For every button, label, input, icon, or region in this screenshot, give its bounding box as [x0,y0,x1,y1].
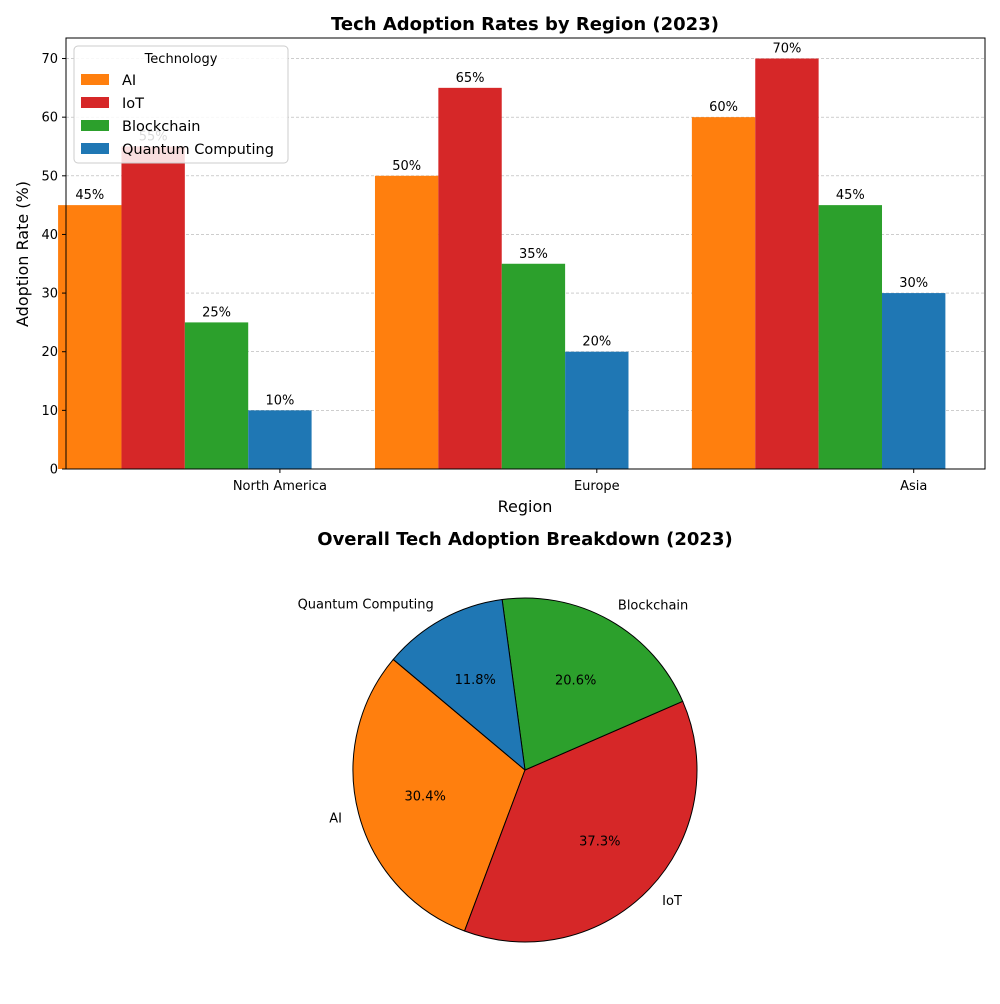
pie-slices [352,597,698,943]
pie-labels: AI IoT Blockchain Quantum Computing [298,598,689,909]
legend-label: Blockchain [122,119,200,135]
bar-data-label: 50% [392,159,421,174]
bar-chart-title: Tech Adoption Rates by Region (2023) [331,14,719,35]
bar-quantum-computing-north-america [248,410,312,469]
bar-data-label: 20% [582,335,611,350]
x-tick-label: Asia [900,479,927,494]
bar-plot-frame [65,37,986,470]
bar-ai-north-america [58,205,122,470]
pie-slice-blockchain [501,597,684,771]
y-tick-label: 30 [41,287,58,302]
pie-slice-ai [352,658,526,932]
legend-label: IoT [122,96,144,112]
x-tick-label: Europe [574,479,620,494]
bar-series [58,58,946,470]
legend-swatch [81,74,109,85]
x-tick-label: North America [233,479,327,494]
legend-swatch [81,143,109,154]
bar-data-label: 45% [836,188,865,203]
pie-percent-labels: 30.4% 37.3% 20.6% 11.8% [405,673,621,849]
pie-slice-label: IoT [662,894,682,909]
y-tick-label: 20 [41,345,58,360]
bar-data-label: 45% [75,188,104,203]
y-tick-label: 10 [41,404,58,419]
y-tick-label: 60 [41,111,58,126]
bar-x-ticks: North America Europe Asia [233,469,927,494]
y-tick-label: 50 [41,169,58,184]
pie-slice-label: AI [329,812,342,827]
legend-swatch [81,97,109,108]
bar-quantum-computing-asia [882,293,946,469]
bar-data-label: 25% [202,305,231,320]
legend-label: AI [122,73,136,89]
bar-ai-europe [374,175,439,469]
legend-items: AI IoT Blockchain Quantum Computing [81,73,274,158]
bar-iot-asia [755,58,819,470]
bar-y-ticks: 0 10 20 30 40 50 60 70 [41,52,66,478]
bar-data-label: 60% [709,100,738,115]
legend-frame [73,45,289,164]
y-tick-label: 70 [41,52,58,67]
pie-percent-label: 30.4% [405,790,446,805]
bar-data-label: 30% [899,276,928,291]
pie-percent-label: 20.6% [555,674,596,689]
bar-data-label: 35% [519,247,548,262]
pie-slice-iot [464,700,698,943]
bar-data-label: 65% [456,71,485,86]
legend-label: Quantum Computing [122,142,274,158]
pie-slice-label: Quantum Computing [298,598,434,613]
y-tick-label: 0 [50,463,58,478]
bar-legend: Technology AI IoT Blockchain Quantum Comput… [73,45,289,164]
legend-title: Technology [144,52,218,67]
bar-iot-europe [438,87,502,469]
y-tick-label: 40 [41,228,58,243]
pie-percent-label: 37.3% [579,835,620,850]
bar-data-label: 70% [772,42,801,57]
pie-slice-quantum-computing [392,599,526,771]
bar-data-label: 10% [265,393,294,408]
bar-y-axis-label: Adoption Rate (%) [13,181,32,327]
bar-ai-asia [691,117,756,469]
pie-chart-title: Overall Tech Adoption Breakdown (2023) [317,529,732,550]
pie-slice-label: Blockchain [618,599,688,614]
bar-blockchain-europe [501,263,566,469]
pie-percent-label: 11.8% [455,673,496,688]
bar-blockchain-north-america [184,322,249,469]
bar-iot-north-america [121,146,185,470]
legend-swatch [81,120,109,131]
bar-quantum-computing-europe [565,351,629,469]
bar-x-axis-label: Region [498,497,553,516]
bar-blockchain-asia [818,205,883,470]
bar-chart: Tech Adoption Rates by Region (2023) 45%… [13,14,986,516]
pie-chart: Overall Tech Adoption Breakdown (2023) A… [298,529,733,943]
